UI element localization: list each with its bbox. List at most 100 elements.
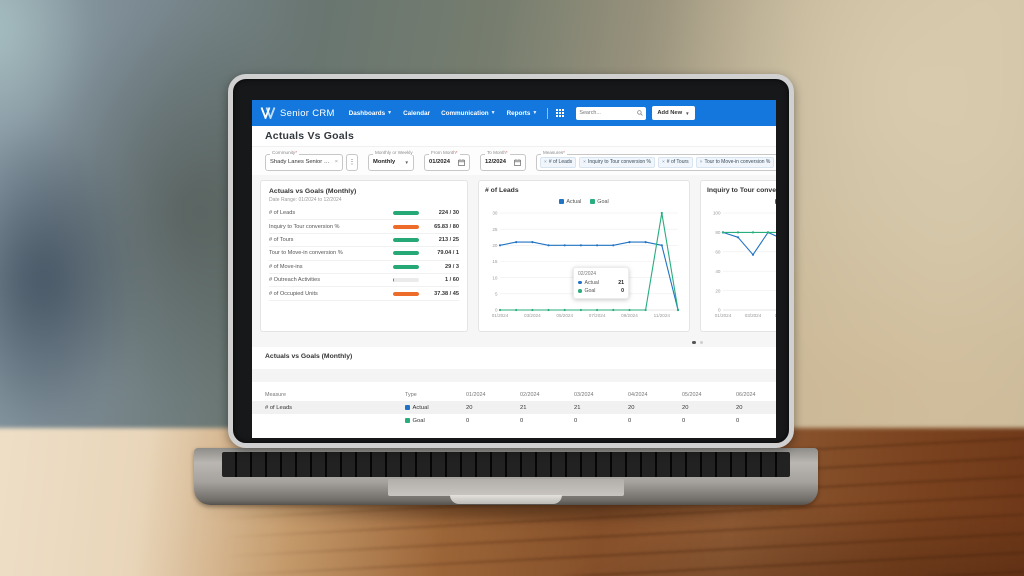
clear-icon[interactable]: × xyxy=(334,159,338,165)
progress-bar xyxy=(393,278,419,283)
measure-cell: # of Leads xyxy=(265,404,293,411)
nav-item-calendar[interactable]: Calendar xyxy=(403,109,431,117)
measure-rows: # of Leads 224 / 30 Inquiry to Tour conver… xyxy=(269,207,459,301)
svg-text:03/2024: 03/2024 xyxy=(524,313,541,318)
measure-value: 37.38 / 45 xyxy=(434,290,459,297)
table-header-row: Measure Type 01/2024 02/2024 03/2024 04/2024 0… xyxy=(252,388,776,401)
laptop-trackpad xyxy=(388,479,624,496)
measure-chip[interactable]: × # of Tours xyxy=(657,156,693,168)
measure-value: 213 / 25 xyxy=(438,236,459,243)
actuals-goals-table: Measure Type 01/2024 02/2024 03/2024 04/2024 0… xyxy=(252,388,776,427)
measure-label: # of Move-ins xyxy=(269,263,303,270)
carousel-dot[interactable] xyxy=(692,340,696,345)
kebab-menu-icon[interactable]: ⋮ xyxy=(346,153,358,171)
table-section: Actuals vs Goals (Monthly) Measure Type 01… xyxy=(252,347,776,427)
chart-title: # of Leads xyxy=(485,187,519,194)
svg-text:05/2024: 05/2024 xyxy=(556,313,573,318)
carousel-dot[interactable] xyxy=(699,340,703,345)
community-select[interactable]: Community* Shady Lanes Senior Living (o.… xyxy=(265,150,343,171)
add-new-label: Add New xyxy=(657,110,683,116)
legend-item-actual[interactable]: Actual xyxy=(775,198,776,205)
measure-chip[interactable]: × # of Leads xyxy=(540,156,577,168)
period-select[interactable]: Monthly or Weekly Monthly ▼ xyxy=(368,150,415,171)
value-cell: 20 xyxy=(466,404,473,411)
chevron-down-icon: ▼ xyxy=(404,159,409,165)
to-month-input[interactable]: To Month* 12/2024 xyxy=(480,150,526,171)
value-cell: 21 xyxy=(574,404,581,411)
nav-item-communication[interactable]: Communication ▼ xyxy=(441,109,496,117)
search-icon xyxy=(637,110,644,116)
remove-chip-icon[interactable]: × xyxy=(661,159,665,165)
main-nav: Dashboards ▼ Calendar Communication ▼ Reports… xyxy=(349,110,538,117)
nav-item-reports[interactable]: Reports ▼ xyxy=(506,109,538,117)
measure-label: # of Occupied Units xyxy=(269,290,318,297)
svg-text:01/2024: 01/2024 xyxy=(492,313,509,318)
legend-item-actual[interactable]: Actual xyxy=(559,198,581,205)
column-header: 06/2024 xyxy=(736,391,756,398)
measure-chip[interactable]: × Inquiry to Tour conversion % xyxy=(579,156,655,168)
laptop-base xyxy=(194,448,818,505)
measure-value: 79.04 / 1 xyxy=(437,250,459,257)
measures-multiselect[interactable]: Measures* × # of Leads × Inquiry to Tour co… xyxy=(536,150,776,171)
actuals-vs-goals-summary-card: Actuals vs Goals (Monthly) Date Range: 0… xyxy=(260,180,468,332)
add-new-button[interactable]: Add New ▼ xyxy=(652,106,695,120)
svg-text:40: 40 xyxy=(715,269,721,274)
svg-text:25: 25 xyxy=(492,227,498,232)
nav-divider xyxy=(547,107,549,119)
measure-label: Tour to Move-in conversion % xyxy=(269,250,343,257)
remove-chip-icon[interactable]: × xyxy=(699,159,703,165)
progress-bar xyxy=(393,291,419,296)
svg-text:30: 30 xyxy=(492,211,498,216)
period-value: Monthly xyxy=(373,159,396,165)
chart-legend: Actual Goal xyxy=(485,198,683,205)
leads-line-chart: 0 5 10 15 20 25 30 01/2024 03/2024 05/2024 07/2024… xyxy=(492,211,680,318)
legend-item-goal[interactable]: Goal xyxy=(590,198,609,205)
laptop-screen: Senior CRM Dashboards ▼ Calendar Communicat… xyxy=(252,100,776,438)
measure-row: Tour to Move-in conversion % 79.04 / 1 xyxy=(269,247,459,261)
chevron-down-icon: ▼ xyxy=(387,110,393,116)
nav-item-dashboards[interactable]: Dashboards ▼ xyxy=(348,109,393,117)
svg-text:03/2024: 03/2024 xyxy=(745,313,762,318)
progress-bar xyxy=(393,211,419,216)
value-cell: 0 xyxy=(736,417,740,424)
community-value: Shady Lanes Senior Living (o... xyxy=(270,159,332,165)
svg-text:09/2024: 09/2024 xyxy=(621,313,638,318)
measure-label: # of Tours xyxy=(269,236,294,243)
svg-text:80: 80 xyxy=(715,230,721,235)
column-header: 05/2024 xyxy=(682,391,702,398)
measure-label: # Outreach Activities xyxy=(269,277,320,284)
value-cell: 0 xyxy=(682,417,686,424)
from-month-input[interactable]: From Month* 01/2024 xyxy=(424,150,470,171)
brand-name: Senior CRM xyxy=(280,107,335,119)
laptop-keyboard xyxy=(222,452,790,477)
measure-value: 29 / 3 xyxy=(445,263,459,270)
table-toolbar-band xyxy=(252,369,776,382)
apps-grid-icon[interactable] xyxy=(556,109,565,117)
value-cell: 20 xyxy=(682,404,689,411)
measure-chip[interactable]: × Tour to Move-in conversion % xyxy=(695,156,775,168)
remove-chip-icon[interactable]: × xyxy=(544,159,547,165)
tooltip-month: 02/2024 xyxy=(578,271,597,277)
summary-card-date-range: Date Range: 01/2024 to 12/2024 xyxy=(269,197,342,203)
progress-bar xyxy=(393,237,419,242)
value-cell: 0 xyxy=(628,417,632,424)
laptop-lid-notch xyxy=(450,495,562,504)
senior-crm-logo[interactable]: Senior CRM xyxy=(260,107,335,119)
measure-row: # of Occupied Units 37.38 / 45 xyxy=(269,287,459,301)
measure-row: # of Move-ins 29 / 3 xyxy=(269,261,459,274)
search-input[interactable] xyxy=(579,110,636,116)
progress-bar xyxy=(393,251,419,256)
svg-text:20: 20 xyxy=(715,288,721,293)
tooltip-entry: Goal 0 xyxy=(578,288,624,294)
svg-text:10: 10 xyxy=(492,275,498,280)
column-header: 01/2024 xyxy=(466,391,486,398)
search-box[interactable] xyxy=(576,106,647,120)
svg-text:0: 0 xyxy=(495,308,498,313)
calendar-icon[interactable] xyxy=(514,158,521,166)
calendar-icon[interactable] xyxy=(458,158,465,166)
remove-chip-icon[interactable]: × xyxy=(583,159,586,165)
app-navbar: Senior CRM Dashboards ▼ Calendar Communicat… xyxy=(252,100,776,126)
value-cell: 20 xyxy=(628,404,635,411)
